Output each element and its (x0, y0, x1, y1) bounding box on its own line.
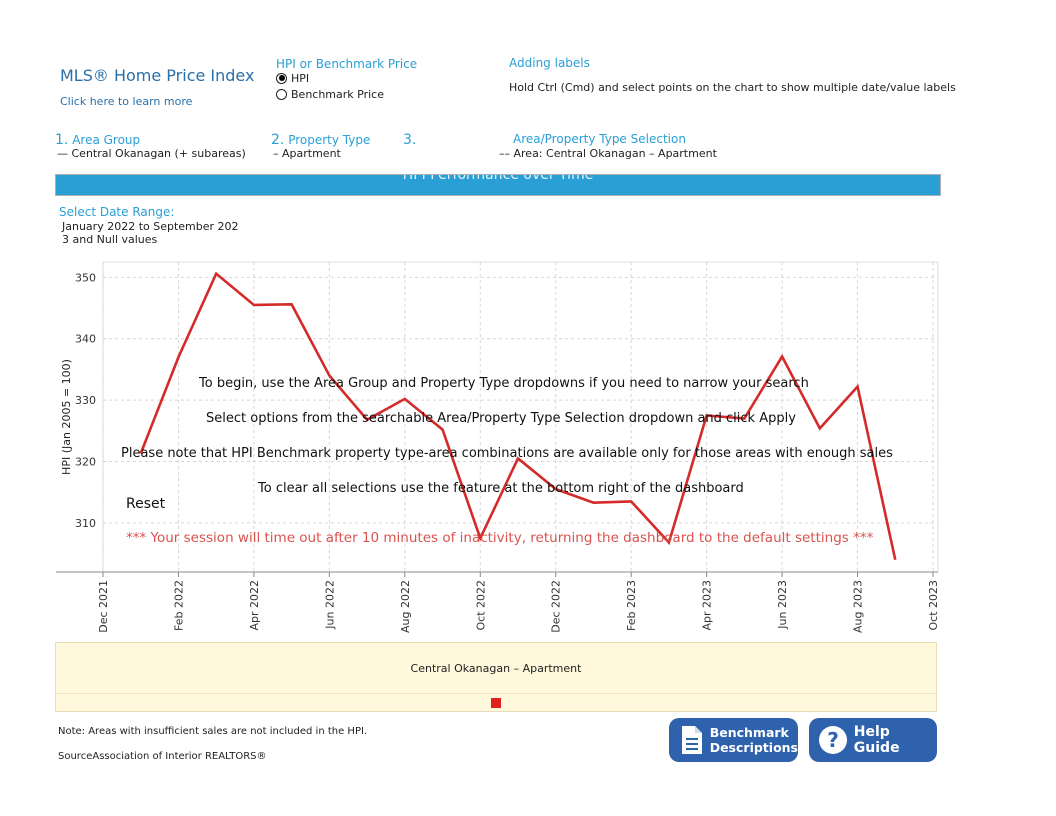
footer-source: SourceAssociation of Interior REALTORS® (58, 751, 267, 762)
date-range-value-line2[interactable]: 3 and Null values (62, 233, 158, 246)
selection-number: 3. (403, 132, 417, 148)
data-point[interactable] (212, 270, 220, 278)
data-point[interactable] (854, 383, 862, 391)
x-tick-label: Feb 2022 (172, 580, 185, 631)
data-point[interactable] (627, 497, 635, 505)
x-tick-label: Dec 2022 (550, 580, 563, 633)
data-point[interactable] (778, 353, 786, 361)
labels-help-title: Adding labels (509, 56, 590, 70)
instruction-line-1: To begin, use the Area Group and Propert… (199, 376, 809, 391)
data-point[interactable] (288, 300, 296, 308)
benchmark-button-line1: Benchmark (709, 725, 789, 740)
area-group-dropdown[interactable]: — Central Okanagan (+ subareas) (57, 147, 246, 160)
date-range-label: Select Date Range: (59, 205, 175, 219)
x-tick-label: Aug 2022 (399, 580, 412, 633)
help-button-label: Help Guide (853, 724, 900, 756)
x-tick-label: Apr 2022 (248, 580, 261, 631)
benchmark-button-line2: Descriptions (709, 740, 798, 755)
legend-label: Central Okanagan – Apartment (410, 662, 582, 675)
y-tick-label: 340 (75, 333, 96, 346)
area-group-title: Area Group (72, 133, 141, 147)
section-banner: HPI Performance over Time (55, 174, 941, 196)
property-type-label: 2. Property Type (271, 132, 370, 148)
area-group-number: 1. (55, 132, 69, 148)
x-tick-label: Feb 2023 (625, 580, 638, 631)
plot-area (102, 261, 939, 573)
data-point[interactable] (174, 353, 182, 361)
legend-divider (56, 693, 936, 694)
instruction-line-2: Select options from the searchable Area/… (206, 411, 796, 426)
instruction-line-3: Please note that HPI Benchmark property … (121, 446, 893, 461)
learn-more-link[interactable]: Click here to learn more (60, 95, 193, 108)
radio-option-benchmark[interactable]: Benchmark Price (276, 86, 384, 102)
data-point[interactable] (401, 395, 409, 403)
area-group-label: 1. Area Group (55, 132, 140, 148)
x-tick-label: Jun 2022 (323, 580, 336, 630)
x-tick-label: Jun 2023 (776, 580, 789, 630)
legend-swatch[interactable] (491, 698, 501, 708)
y-tick-label: 350 (75, 271, 96, 284)
data-point[interactable] (439, 426, 447, 434)
data-point[interactable] (891, 556, 899, 564)
x-tick-label: Apr 2023 (701, 580, 714, 631)
svg-text:?: ? (827, 728, 839, 752)
date-range-value-line1[interactable]: January 2022 to September 202 (62, 220, 239, 233)
data-point[interactable] (816, 424, 824, 432)
x-tick-label: Dec 2021 (97, 580, 110, 633)
footer-source-value: Association of Interior REALTORS® (92, 751, 267, 762)
radio-hpi[interactable] (276, 72, 287, 84)
selection-label: Area/Property Type Selection (513, 132, 686, 146)
series-line-central-okanagan-apartment[interactable] (139, 271, 897, 560)
x-tick-label: Oct 2022 (474, 580, 487, 631)
benchmark-descriptions-button[interactable]: Benchmark Descriptions (669, 718, 798, 762)
radio-benchmark[interactable] (276, 88, 287, 100)
help-guide-button[interactable]: ? Help Guide (809, 718, 937, 762)
hpi-line-chart[interactable]: 310 320 330 340 350 Dec 2021 Feb 2022 Apr 2022… (0, 0, 1056, 640)
instruction-line-4: To clear all selections use the feature … (258, 481, 744, 496)
page-title: MLS® Home Price Index (60, 66, 255, 85)
document-icon (682, 726, 702, 754)
banner-title: HPI Performance over Time (402, 174, 594, 183)
y-tick-label: 320 (75, 456, 96, 469)
radio-option-hpi[interactable]: HPI (276, 70, 384, 86)
question-icon: ? (819, 726, 847, 754)
x-tick-label: Oct 2023 (927, 580, 940, 631)
property-type-title: Property Type (288, 133, 371, 147)
property-type-dropdown[interactable]: – Apartment (273, 147, 341, 160)
reset-label[interactable]: Reset (126, 496, 166, 512)
labels-help-text: Hold Ctrl (Cmd) and select points on the… (509, 81, 956, 94)
radio-hpi-label: HPI (291, 71, 310, 85)
y-tick-label: 330 (75, 394, 96, 407)
data-point[interactable] (250, 301, 258, 309)
legend-panel: Central Okanagan – Apartment (55, 642, 937, 712)
property-type-number: 2. (271, 132, 285, 148)
y-tick-label: 310 (75, 517, 96, 530)
x-tick-label: Aug 2023 (852, 580, 865, 633)
footer-note: Note: Areas with insufficient sales are … (58, 726, 368, 737)
area-property-selection-dropdown[interactable]: –– Area: Central Okanagan – Apartment (499, 147, 717, 160)
session-timeout-warning: *** Your session will time out after 10 … (126, 530, 874, 546)
data-point[interactable] (589, 499, 597, 507)
radio-benchmark-label: Benchmark Price (291, 87, 384, 101)
y-axis-label: HPI (Jan 2005 = 100) (60, 359, 73, 475)
measure-label: HPI or Benchmark Price (276, 57, 418, 71)
footer-source-label: Source (58, 751, 93, 762)
benchmark-button-text: Benchmark Descriptions (710, 725, 798, 755)
measure-radio-group: HPI Benchmark Price (276, 70, 384, 102)
